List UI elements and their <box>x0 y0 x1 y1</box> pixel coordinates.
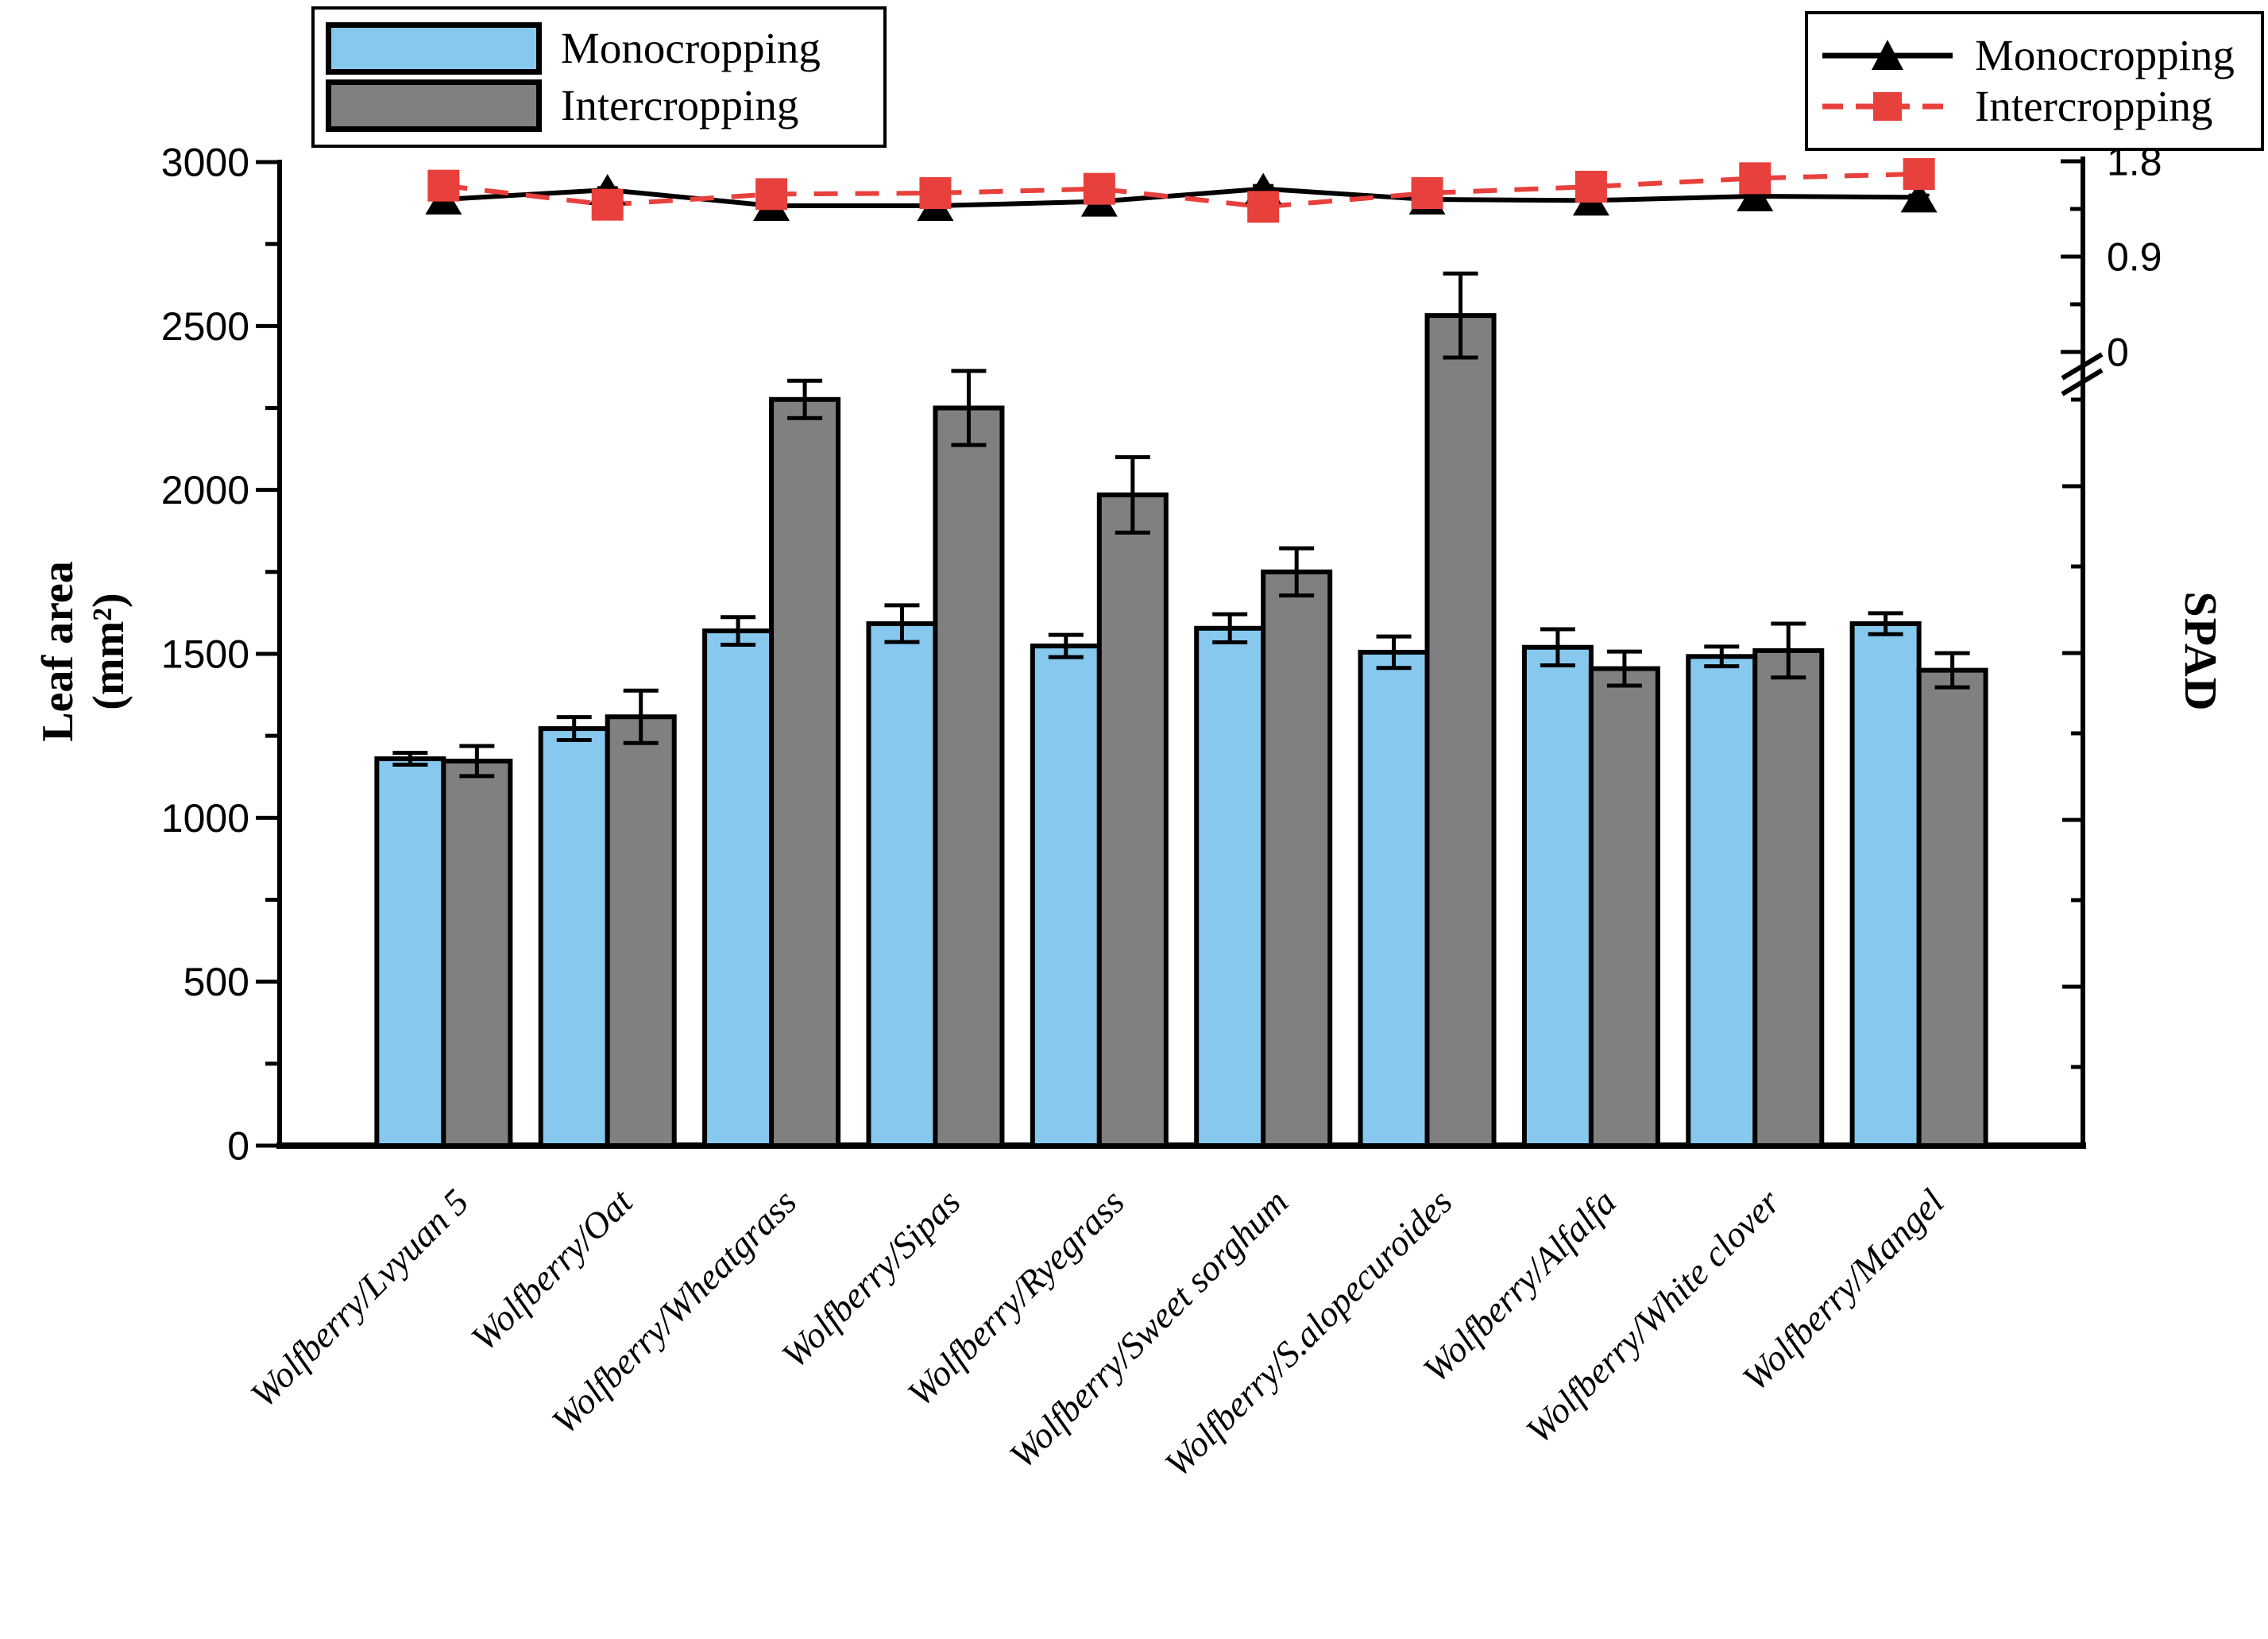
bar-legend-row-intercropping: Intercropping <box>326 79 872 132</box>
bar-leaf-intercropping-9 <box>1916 667 1988 1148</box>
bar-legend: Monocropping Intercropping <box>311 6 887 148</box>
left-axis-tick-label: 0 <box>227 1124 249 1169</box>
triangle-marker-spad-monocropping-8 <box>1737 180 1774 211</box>
bar-leaf-monocropping-5 <box>1194 625 1266 1148</box>
bar-leaf-intercropping-8 <box>1752 647 1825 1148</box>
square-marker-spad-intercropping-2 <box>755 178 788 211</box>
dashed-line-square-marker-icon <box>1822 91 1953 121</box>
square-marker-spad-intercropping-9 <box>1903 158 1935 190</box>
bar-leaf-intercropping-4 <box>1096 492 1169 1148</box>
bar-leaf-monocropping-2 <box>702 628 775 1148</box>
bar-leaf-monocropping-0 <box>374 756 446 1148</box>
bar-leaf-monocropping-6 <box>1358 649 1430 1148</box>
left-axis-tick-label: 500 <box>184 960 249 1004</box>
left-axis-tick-label: 1500 <box>161 632 249 677</box>
legend-square-marker-icon <box>1873 91 1902 121</box>
square-marker-spad-intercropping-3 <box>919 177 952 209</box>
category-label-5: Wolfberry/Sweet sorghum <box>1002 1181 1296 1476</box>
category-label-6: Wolfberry/S.alopecuroides <box>1157 1181 1459 1484</box>
left-axis-tick-label: 1000 <box>161 796 249 841</box>
left-axis-tick-label: 2500 <box>161 304 249 349</box>
line-legend-label-monocropping: Monocropping <box>1975 31 2235 80</box>
bar-legend-label-monocropping: Monocropping <box>561 24 821 73</box>
bar-leaf-monocropping-9 <box>1849 621 1922 1148</box>
square-marker-spad-intercropping-7 <box>1574 171 1607 203</box>
bar-leaf-intercropping-3 <box>933 405 1005 1148</box>
right-axis-tick-label: 0.9 <box>2107 235 2162 280</box>
left-axis-title-text: Leaf area <box>33 561 83 742</box>
right-axis-title: SPAD <box>2175 591 2227 712</box>
square-marker-spad-intercropping-8 <box>1739 162 1772 195</box>
left-axis-title-unit: (mm²) <box>84 593 133 710</box>
square-marker-spad-intercropping-4 <box>1083 172 1115 205</box>
bar-leaf-monocropping-4 <box>1030 644 1102 1148</box>
intercropping-swatch-icon <box>326 79 542 132</box>
left-axis-tick-label: 2000 <box>161 468 249 512</box>
bar-leaf-intercropping-6 <box>1424 313 1497 1148</box>
right-axis-tick-label: 0 <box>2107 331 2129 375</box>
line-spad-intercropping <box>443 172 1919 210</box>
bar-leaf-monocropping-8 <box>1686 654 1758 1148</box>
axis-break-icon <box>2061 368 2104 396</box>
bar-leaf-intercropping-1 <box>605 714 677 1148</box>
bar-legend-label-intercropping: Intercropping <box>561 81 799 130</box>
square-marker-spad-intercropping-1 <box>591 188 624 221</box>
axis-break-icon <box>2061 352 2104 381</box>
solid-line-triangle-marker-icon <box>1822 40 1953 71</box>
left-axis-title: Leaf area (mm²) <box>28 501 139 802</box>
square-marker-spad-intercropping-6 <box>1411 177 1443 209</box>
legend-triangle-marker-icon <box>1872 40 1903 71</box>
bar-leaf-intercropping-0 <box>441 758 513 1149</box>
line-legend-label-intercropping: Intercropping <box>1975 82 2213 130</box>
square-marker-spad-intercropping-5 <box>1247 191 1280 223</box>
bar-leaf-intercropping-2 <box>769 396 841 1148</box>
line-legend: Monocropping Intercropping <box>1805 11 2264 151</box>
monocropping-swatch-icon <box>326 22 542 75</box>
category-label-0: Wolfberry/Lvyuan 5 <box>242 1181 476 1415</box>
line-spad-monocropping <box>443 186 1919 208</box>
bar-leaf-monocropping-1 <box>538 726 610 1148</box>
left-axis-tick-label: 3000 <box>161 141 249 185</box>
bar-leaf-monocropping-3 <box>866 621 938 1148</box>
category-label-1: Wolfberry/Oat <box>463 1181 641 1359</box>
bar-leaf-intercropping-5 <box>1261 569 1333 1148</box>
bar-legend-row-monocropping: Monocropping <box>326 22 872 75</box>
line-legend-row-intercropping: Intercropping <box>1819 83 2250 129</box>
bar-leaf-intercropping-7 <box>1588 666 1660 1148</box>
bar-leaf-monocropping-7 <box>1521 644 1594 1148</box>
square-marker-spad-intercropping-0 <box>427 169 460 202</box>
triangle-marker-spad-monocropping-9 <box>1900 181 1938 213</box>
line-legend-row-monocropping: Monocropping <box>1819 33 2250 79</box>
